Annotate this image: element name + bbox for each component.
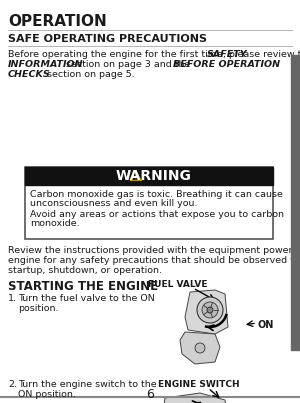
Text: 2.: 2. (8, 380, 17, 389)
Text: Before operating the engine for the first time, please review the: Before operating the engine for the firs… (8, 50, 300, 59)
Text: Turn the engine switch to the
ON position.: Turn the engine switch to the ON positio… (18, 380, 157, 399)
Text: SAFETY: SAFETY (207, 50, 247, 59)
Text: INFORMATION: INFORMATION (8, 60, 84, 69)
Bar (165, 282, 285, 372)
Circle shape (202, 302, 218, 318)
Text: startup, shutdown, or operation.: startup, shutdown, or operation. (8, 266, 162, 275)
Text: section on page 5.: section on page 5. (44, 70, 135, 79)
Polygon shape (185, 290, 228, 334)
Bar (291, 55, 300, 350)
Text: Avoid any areas or actions that expose you to carbon: Avoid any areas or actions that expose y… (30, 210, 284, 219)
Text: section on page 3 and the: section on page 3 and the (63, 60, 194, 69)
Polygon shape (162, 393, 230, 403)
Circle shape (207, 307, 213, 313)
Text: 1.: 1. (8, 294, 17, 303)
Bar (25, 167, 273, 185)
Text: Review the instructions provided with the equipment powered by this: Review the instructions provided with th… (8, 246, 300, 255)
Text: ON: ON (258, 320, 274, 330)
Text: engine for any safety precautions that should be observed with engine: engine for any safety precautions that s… (8, 256, 300, 265)
Polygon shape (180, 332, 220, 364)
Text: 6: 6 (146, 388, 154, 401)
Bar (155, 388, 285, 403)
Text: monoxide.: monoxide. (30, 219, 80, 228)
Text: CHECKS: CHECKS (8, 70, 51, 79)
Circle shape (195, 343, 205, 353)
Text: Carbon monoxide gas is toxic. Breathing it can cause: Carbon monoxide gas is toxic. Breathing … (30, 190, 283, 199)
Text: unconsciousness and even kill you.: unconsciousness and even kill you. (30, 199, 197, 208)
Text: FUEL VALVE: FUEL VALVE (148, 280, 208, 289)
Text: BEFORE OPERATION: BEFORE OPERATION (173, 60, 280, 69)
Text: OPERATION: OPERATION (8, 14, 107, 29)
Circle shape (197, 297, 223, 323)
Bar (25, 167, 273, 239)
Text: WARNING: WARNING (116, 169, 192, 183)
Text: ENGINE SWITCH: ENGINE SWITCH (158, 380, 240, 389)
Text: SAFE OPERATING PRECAUTIONS: SAFE OPERATING PRECAUTIONS (8, 34, 207, 44)
Text: STARTING THE ENGINE: STARTING THE ENGINE (8, 280, 158, 293)
Text: ⚠: ⚠ (128, 168, 142, 183)
Text: Turn the fuel valve to the ON
position.: Turn the fuel valve to the ON position. (18, 294, 155, 314)
